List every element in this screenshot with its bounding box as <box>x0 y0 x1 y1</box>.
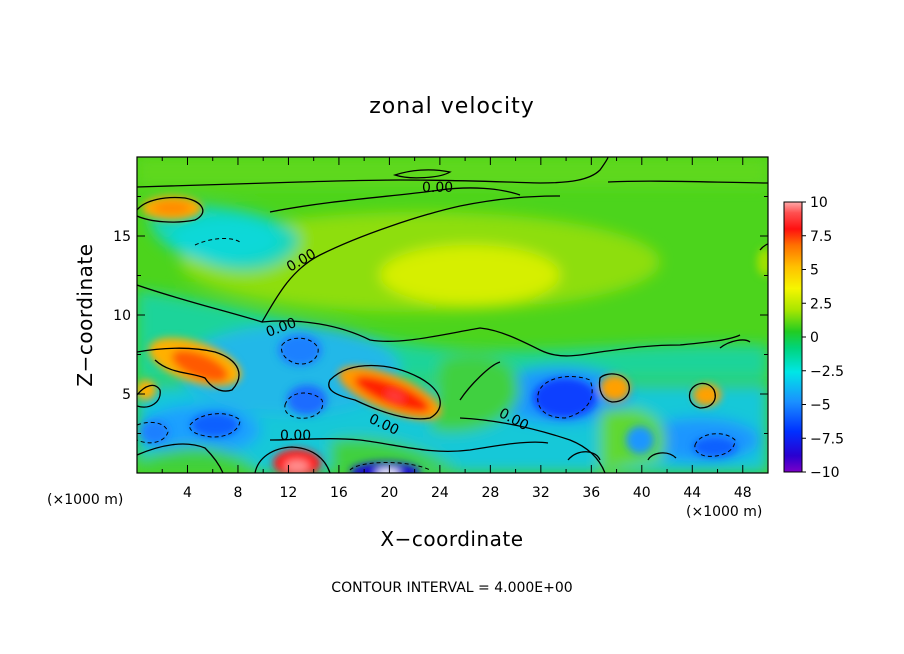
contour-interval-note: CONTOUR INTERVAL = 4.000E+00 <box>331 580 572 596</box>
x-tick-label: 12 <box>280 485 298 501</box>
colorbar-tick-label: −7.5 <box>810 431 844 447</box>
colorbar-tick-label: 5 <box>810 263 819 279</box>
y-tick-label: 5 <box>122 387 131 403</box>
colorbar-tick-label: 2.5 <box>810 296 832 312</box>
x-tick-label: 28 <box>481 485 499 501</box>
colorbar-tick-label: −10 <box>810 465 840 481</box>
colorbar-tick-label: −2.5 <box>810 364 844 380</box>
x-tick-label: 40 <box>633 485 651 501</box>
contour-lines-dashed <box>137 237 736 471</box>
y-tick-label: 10 <box>113 308 131 324</box>
colorbar-tick-label: −5 <box>810 398 831 414</box>
heatmap-field <box>137 157 768 473</box>
x-tick-label: 16 <box>330 485 348 501</box>
x-tick-label: 44 <box>683 485 701 501</box>
colorbar-tick-label: 10 <box>810 195 828 211</box>
contour-label: 0.00 <box>422 180 453 196</box>
x-tick-label: 32 <box>532 485 550 501</box>
x-axis-ticks: 4 8 12 16 20 24 28 32 36 40 44 48 <box>161 157 752 501</box>
x-tick-label: 20 <box>380 485 398 501</box>
y-axis-ticks: 5 10 15 <box>113 196 768 434</box>
contour-lines <box>137 157 768 473</box>
colorbar-tick-label: 7.5 <box>810 229 832 245</box>
chart-title: zonal velocity <box>369 94 535 119</box>
x-axis-unit-left: (×1000 m) <box>47 492 123 508</box>
x-tick-label: 48 <box>734 485 752 501</box>
contour-label: 0.00 <box>280 428 311 444</box>
x-tick-label: 4 <box>183 485 192 501</box>
x-axis-label: X−coordinate <box>380 527 523 551</box>
colorbar-ticks: 10 7.5 5 2.5 0 −2.5 −5 −7.5 −10 <box>802 195 844 481</box>
x-tick-label: 24 <box>431 485 449 501</box>
y-tick-label: 15 <box>113 229 131 245</box>
x-axis-unit-right: (×1000 m) <box>686 504 762 520</box>
x-tick-label: 8 <box>233 485 242 501</box>
y-axis-label: Z−coordinate <box>73 243 97 386</box>
x-tick-label: 36 <box>582 485 600 501</box>
colorbar-tick-label: 0 <box>810 330 819 346</box>
colorbar <box>783 201 803 473</box>
